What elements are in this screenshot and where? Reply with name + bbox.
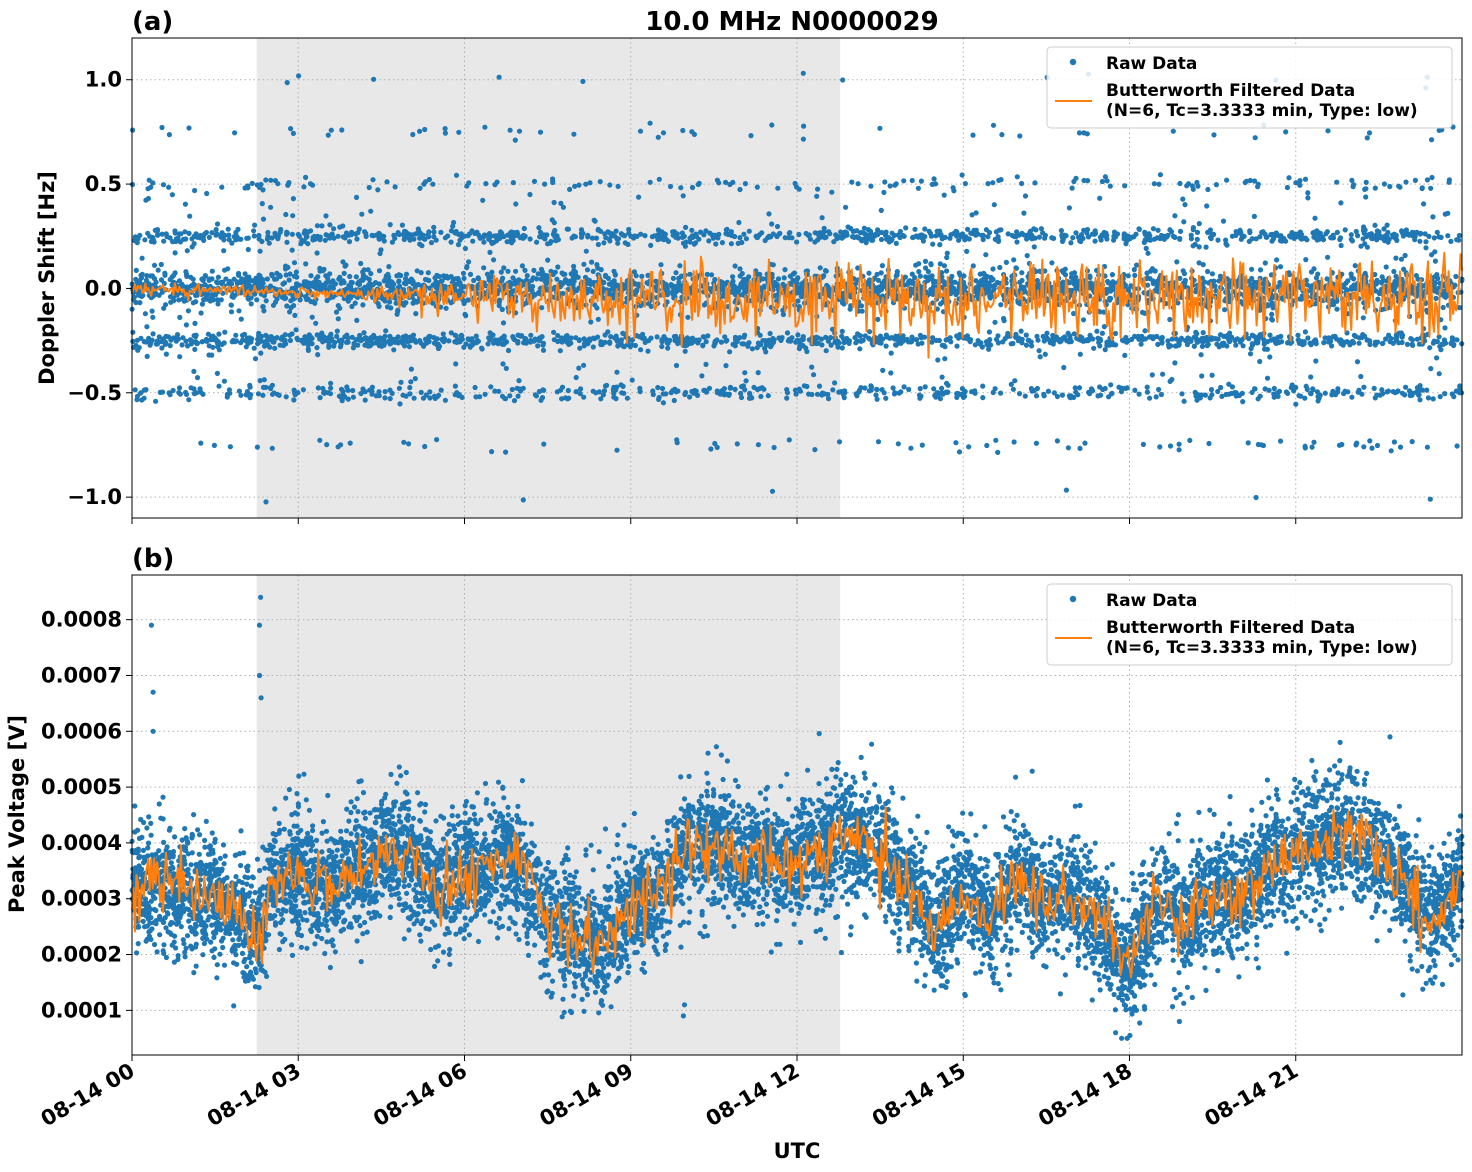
x-tick-label: 08-14 00 — [37, 1059, 139, 1132]
y-tick-label: 0.0001 — [41, 998, 122, 1022]
raw-data-points — [129, 594, 1465, 1041]
panel-a: 1.00.50.0−0.5−1.0 (a) 10.0 MHz N0000029 … — [35, 7, 1465, 524]
filtered-line — [131, 251, 1463, 359]
filtered-line — [131, 806, 1463, 979]
panel-label: (a) — [132, 7, 173, 37]
x-tick-label: 08-14 21 — [1200, 1059, 1302, 1132]
x-axis-label: UTC — [774, 1139, 821, 1163]
legend-marker-raw — [1069, 595, 1077, 603]
x-axis-ticks — [131, 518, 1297, 524]
y-tick-label: 0.5 — [85, 172, 122, 196]
legend: Raw Data Butterworth Filtered Data (N=6, … — [1046, 583, 1453, 666]
chart-title: 10.0 MHz N0000029 — [645, 7, 938, 37]
legend-label-filtered: Butterworth Filtered Data (N=6, Tc=3.3333… — [1106, 81, 1418, 121]
y-tick-label: 0.0 — [85, 276, 122, 300]
legend-label-raw: Raw Data — [1106, 591, 1197, 611]
legend-label-raw: Raw Data — [1106, 54, 1197, 74]
y-tick-label: 0.0005 — [41, 775, 122, 799]
panel-label: (b) — [132, 544, 174, 574]
x-tick-label: 08-14 18 — [1034, 1059, 1136, 1132]
x-tick-label: 08-14 06 — [369, 1059, 471, 1132]
x-axis-ticks: 08-14 00 08-14 03 08-14 06 08-14 09 08-14 12… — [37, 1055, 1302, 1132]
y-axis-label: Doppler Shift [Hz] — [35, 171, 59, 385]
x-tick-label: 08-14 15 — [868, 1059, 970, 1132]
y-tick-label: 0.0002 — [41, 943, 122, 967]
y-tick-label: −1.0 — [67, 485, 122, 509]
y-axis-ticks: 0.0008 0.0007 0.0006 0.0005 0.0004 0.0003 0.00… — [41, 608, 132, 1022]
x-tick-label: 08-14 03 — [203, 1059, 305, 1132]
legend-label-filtered: Butterworth Filtered Data (N=6, Tc=3.3333… — [1106, 618, 1418, 658]
x-tick-label: 08-14 12 — [702, 1059, 804, 1132]
y-tick-label: 1.0 — [85, 68, 122, 92]
y-tick-label: 0.0003 — [41, 887, 122, 911]
legend: Raw Data Butterworth Filtered Data (N=6, … — [1046, 46, 1453, 129]
y-tick-label: −0.5 — [67, 381, 122, 405]
y-axis-label: Peak Voltage [V] — [5, 715, 29, 913]
y-axis-ticks: 1.0 0.5 0.0 −0.5 −1.0 — [67, 68, 132, 509]
y-tick-label: 0.0006 — [41, 719, 122, 743]
y-tick-label: 0.0008 — [41, 608, 122, 632]
legend-marker-raw — [1069, 58, 1077, 66]
raw-data-points — [129, 70, 1465, 505]
y-tick-label: 0.0004 — [41, 831, 122, 855]
panel-b: 0.0008 0.0007 0.0006 0.0005 0.0004 0.0003 0.00… — [5, 544, 1465, 1131]
y-tick-label: 0.0007 — [41, 663, 122, 687]
x-tick-label: 08-14 09 — [535, 1059, 637, 1132]
